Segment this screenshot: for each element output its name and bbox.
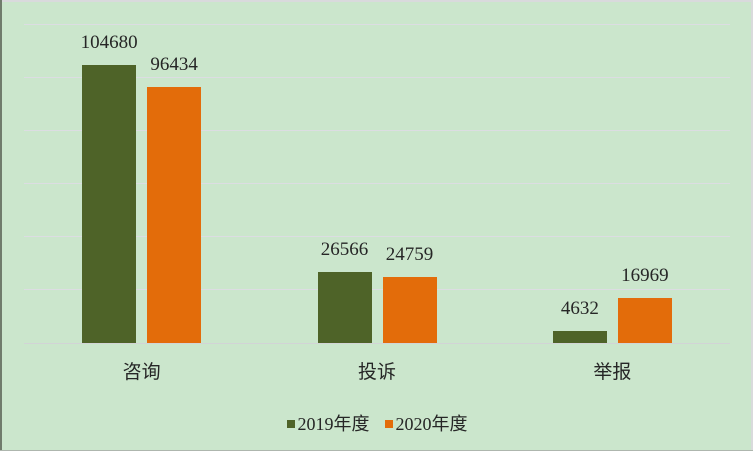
- bar-2019-cat2: [552, 330, 607, 343]
- window-border-left: [0, 0, 2, 451]
- legend-label-2020: 2020年度: [395, 414, 468, 434]
- window-border-right: [751, 0, 753, 451]
- bar-2019-cat1: [317, 272, 372, 343]
- legend-item-2020: 2020年度: [384, 413, 468, 435]
- legend-item-2019: 2019年度: [286, 413, 370, 435]
- gridline-80000: [24, 129, 730, 131]
- gridline-120000: [24, 23, 730, 25]
- gridline-100000: [24, 76, 730, 78]
- bar-2020-cat2: [617, 297, 672, 343]
- legend-label-2019: 2019年度: [297, 414, 370, 434]
- value-label-2019-cat0: 104680: [80, 31, 138, 53]
- bar-2020-cat0: [147, 86, 202, 343]
- x-axis-line: [24, 342, 730, 344]
- gridline-20000: [24, 289, 730, 291]
- legend-swatch-2019: [286, 420, 295, 428]
- gridline-60000: [24, 183, 730, 184]
- bar-2019-cat0: [82, 64, 137, 343]
- legend: 2019年度 2020年度: [24, 413, 730, 435]
- window-border-top: [0, 0, 753, 2]
- value-label-2020-cat0: 96434: [150, 53, 198, 75]
- gridline-40000: [24, 236, 730, 238]
- legend-swatch-2020: [384, 420, 393, 428]
- x-axis-label-2: 举报: [593, 362, 632, 383]
- x-axis-label-1: 投诉: [357, 362, 396, 383]
- value-label-2019-cat1: 26566: [320, 239, 369, 261]
- value-label-2020-cat2: 16969: [621, 264, 669, 286]
- x-axis-label-0: 咨询: [122, 362, 161, 383]
- bar-2020-cat1: [382, 277, 437, 343]
- value-label-2019-cat2: 4632: [560, 297, 599, 319]
- value-label-2020-cat1: 24759: [385, 244, 434, 266]
